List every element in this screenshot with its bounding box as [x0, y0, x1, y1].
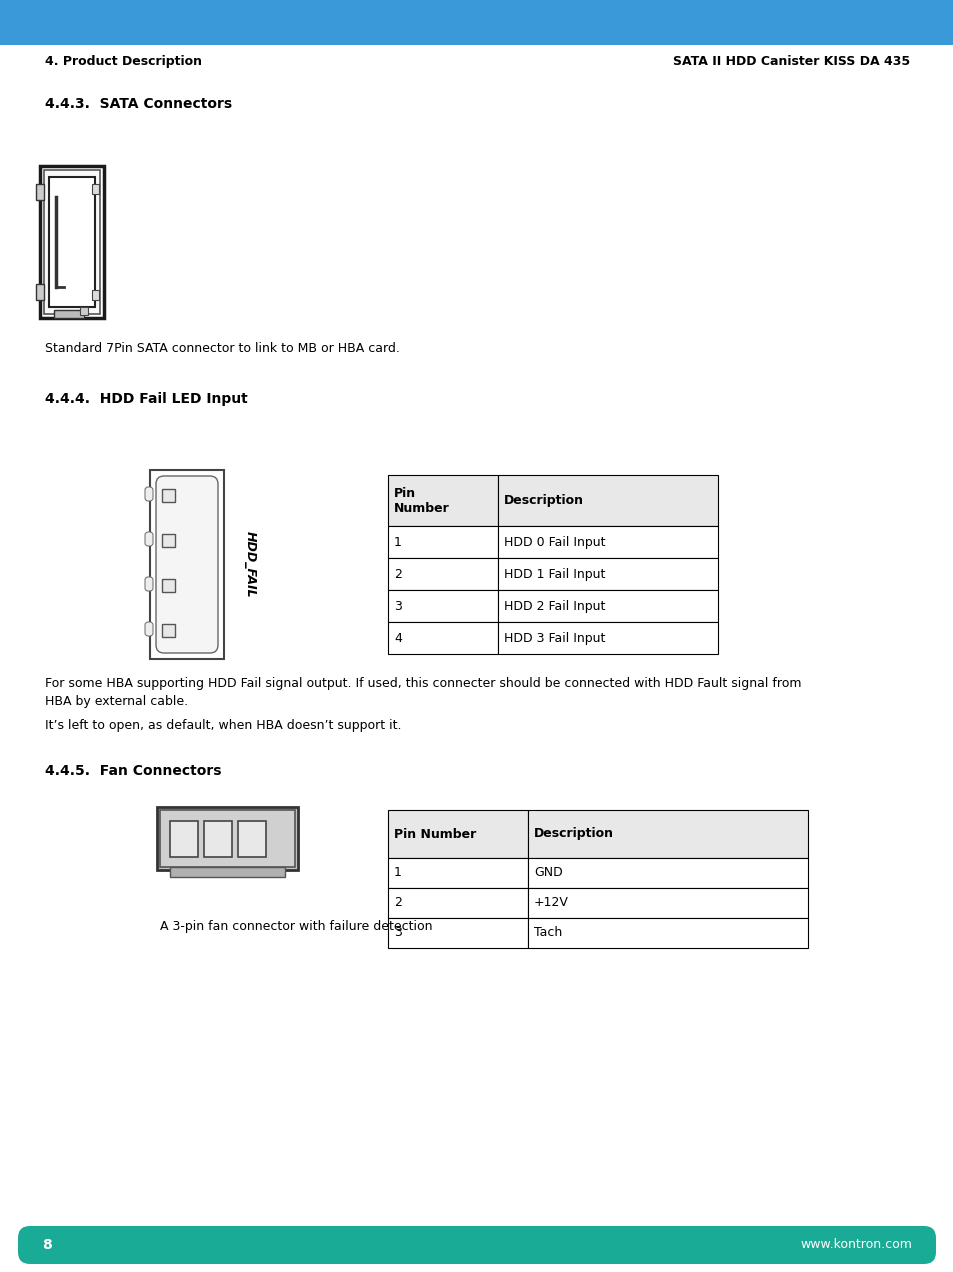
Bar — [162, 488, 174, 502]
Bar — [162, 579, 174, 591]
Bar — [170, 868, 285, 876]
Bar — [497, 527, 718, 558]
Bar — [527, 810, 807, 859]
FancyBboxPatch shape — [145, 487, 152, 501]
Text: 4. Product Description: 4. Product Description — [45, 55, 202, 67]
Bar — [91, 184, 99, 195]
Bar — [36, 284, 44, 300]
Bar — [40, 167, 104, 318]
Bar — [388, 558, 497, 590]
Bar — [150, 469, 224, 659]
Bar — [170, 820, 198, 856]
Text: 1: 1 — [394, 866, 401, 879]
Bar — [162, 534, 174, 547]
Bar — [497, 558, 718, 590]
Bar — [388, 590, 497, 622]
Bar — [54, 310, 84, 318]
Bar — [49, 177, 95, 307]
FancyBboxPatch shape — [18, 1226, 935, 1264]
Text: Standard 7Pin SATA connector to link to MB or HBA card.: Standard 7Pin SATA connector to link to … — [45, 342, 399, 355]
Text: +12V: +12V — [534, 897, 568, 909]
Text: 2: 2 — [394, 897, 401, 909]
Bar — [388, 474, 497, 527]
Text: HDD 2 Fail Input: HDD 2 Fail Input — [503, 599, 605, 613]
Bar — [162, 625, 174, 637]
FancyBboxPatch shape — [145, 532, 152, 546]
Bar — [80, 307, 88, 315]
Text: GND: GND — [534, 866, 562, 879]
Bar — [527, 859, 807, 888]
Bar — [388, 888, 527, 918]
Bar — [497, 474, 718, 527]
Bar — [0, 0, 953, 45]
Bar — [388, 527, 497, 558]
Bar — [388, 622, 497, 654]
Text: 8: 8 — [42, 1238, 51, 1252]
Text: HDD 3 Fail Input: HDD 3 Fail Input — [503, 632, 605, 645]
Text: HDD_FAIL: HDD_FAIL — [243, 532, 256, 598]
Text: 3: 3 — [394, 926, 401, 940]
Text: Pin Number: Pin Number — [394, 828, 476, 841]
Text: www.kontron.com: www.kontron.com — [800, 1239, 911, 1252]
Text: HDD 0 Fail Input: HDD 0 Fail Input — [503, 536, 605, 548]
Text: It’s left to open, as default, when HBA doesn’t support it.: It’s left to open, as default, when HBA … — [45, 719, 401, 731]
FancyBboxPatch shape — [145, 577, 152, 591]
Text: 4.4.5.  Fan Connectors: 4.4.5. Fan Connectors — [45, 764, 221, 778]
Bar — [527, 918, 807, 948]
Bar — [497, 622, 718, 654]
Bar — [157, 806, 297, 870]
Bar — [44, 170, 100, 314]
Bar — [497, 590, 718, 622]
Text: 4.4.4.  HDD Fail LED Input: 4.4.4. HDD Fail LED Input — [45, 392, 248, 406]
Text: 3: 3 — [394, 599, 401, 613]
Text: 4.4.3.  SATA Connectors: 4.4.3. SATA Connectors — [45, 97, 232, 111]
Text: A 3-pin fan connector with failure detection: A 3-pin fan connector with failure detec… — [160, 920, 432, 932]
Bar — [36, 184, 44, 200]
Text: Tach: Tach — [534, 926, 561, 940]
Text: SATA II HDD Canister KISS DA 435: SATA II HDD Canister KISS DA 435 — [672, 55, 909, 67]
Bar — [91, 290, 99, 300]
Text: Description: Description — [503, 494, 583, 508]
Bar — [204, 820, 232, 856]
Bar — [388, 810, 527, 859]
Text: 4: 4 — [394, 632, 401, 645]
Bar — [527, 888, 807, 918]
Bar — [388, 918, 527, 948]
Text: For some HBA supporting HDD Fail signal output. If used, this connecter should b: For some HBA supporting HDD Fail signal … — [45, 677, 801, 709]
FancyBboxPatch shape — [156, 476, 218, 653]
Text: Description: Description — [534, 828, 614, 841]
Bar — [237, 820, 266, 856]
Bar — [160, 810, 294, 868]
Text: HDD 1 Fail Input: HDD 1 Fail Input — [503, 567, 605, 581]
FancyBboxPatch shape — [145, 622, 152, 636]
Text: 1: 1 — [394, 536, 401, 548]
Text: 2: 2 — [394, 567, 401, 581]
Text: Pin
Number: Pin Number — [394, 487, 449, 515]
Bar — [388, 859, 527, 888]
